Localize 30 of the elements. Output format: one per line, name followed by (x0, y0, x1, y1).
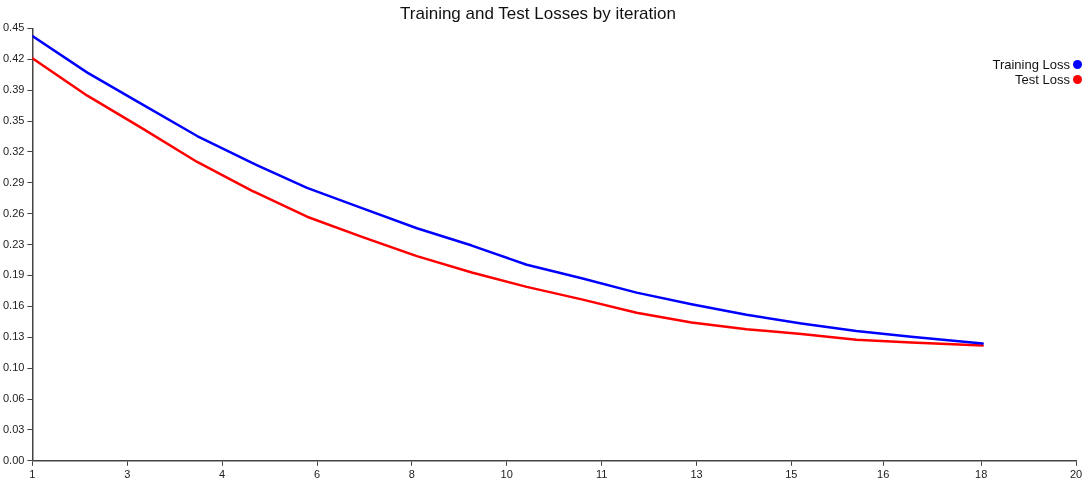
y-tick-label: 0.45 (2, 21, 25, 34)
y-tick-label: 0.39 (2, 83, 25, 96)
x-tick-label: 20 (1069, 468, 1083, 481)
y-tick-label: 0.03 (2, 422, 25, 435)
y-tick-label: 0.35 (2, 114, 25, 127)
y-tick-label: 0.19 (2, 268, 25, 281)
legend-label: Training Loss (992, 57, 1070, 72)
x-tick-label: 10 (500, 468, 513, 481)
y-tick-label: 0.23 (2, 237, 25, 250)
y-tick-label: 0.16 (2, 299, 25, 312)
x-tick-label: 8 (408, 468, 415, 481)
y-tick-label: 0.32 (2, 145, 25, 157)
x-tick-label: 13 (690, 468, 703, 481)
x-tick-label: 16 (877, 468, 890, 481)
y-tick-label: 0.00 (2, 453, 25, 466)
legend-label: Test Loss (1015, 72, 1070, 87)
x-tick-label: 6 (313, 468, 321, 481)
y-tick-label: 0.42 (2, 52, 25, 65)
y-tick-label: 0.10 (2, 361, 25, 374)
x-tick-label: 15 (785, 468, 798, 481)
x-tick-label: 18 (975, 468, 988, 481)
chart-title: Training and Test Losses by iteration (400, 3, 676, 23)
y-tick-label: 0.26 (2, 206, 25, 219)
y-tick-label: 0.29 (2, 175, 25, 188)
x-tick-label: 1 (29, 468, 36, 481)
y-tick-label: 0.13 (2, 330, 25, 343)
x-tick-label: 3 (124, 468, 131, 481)
y-tick-label: 0.06 (2, 392, 25, 405)
x-tick-label: 4 (219, 468, 226, 481)
x-tick-label: 11 (595, 468, 608, 481)
